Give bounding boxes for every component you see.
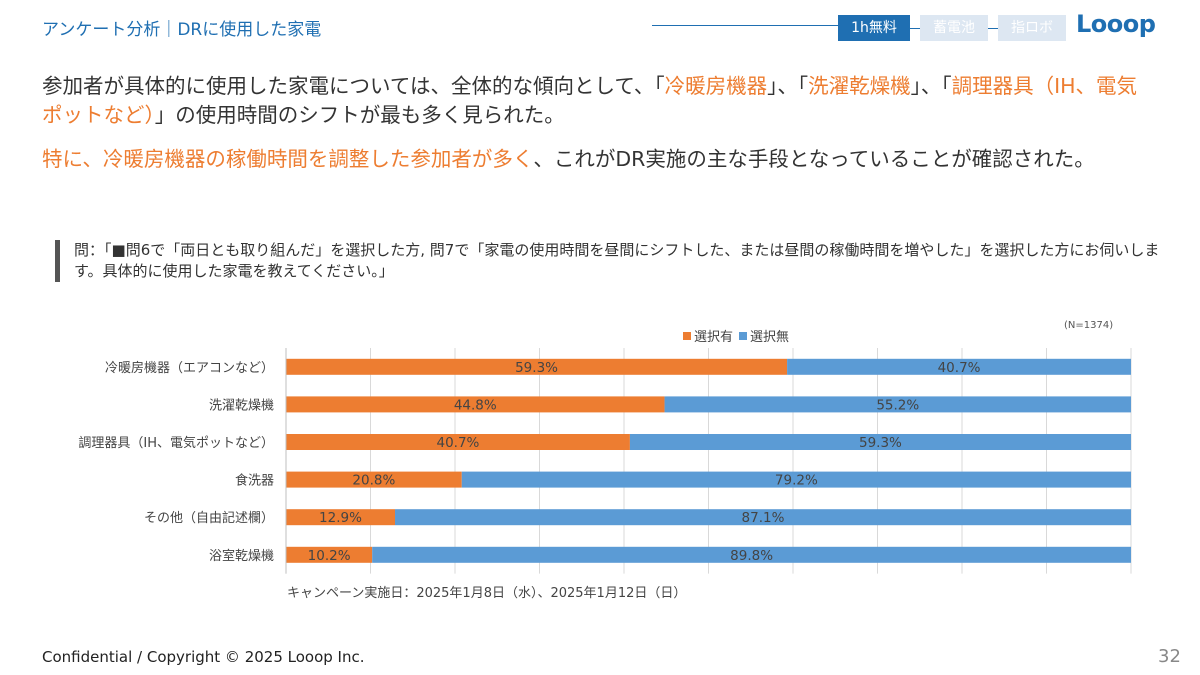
bar-selected	[286, 471, 462, 488]
highlight-text: 特に、冷暖房機器の稼働時間を調整した参加者が多く	[42, 147, 534, 171]
data-label: 55.2%	[876, 397, 919, 413]
bar-selected	[286, 434, 630, 450]
data-label: 87.1%	[742, 510, 785, 526]
header-divider	[652, 25, 840, 26]
category-label: 洗濯乾燥機	[209, 398, 274, 413]
data-label: 59.3%	[859, 435, 902, 451]
tab-separator	[910, 27, 920, 29]
lead-text: 」、「	[910, 74, 952, 98]
tab-separator	[988, 27, 998, 29]
highlight-text: 冷暖房機器	[664, 74, 768, 98]
bar-selected	[286, 358, 788, 375]
highlight-text: 調理器具（IH、電気ポットなど）	[42, 74, 1138, 127]
campaign-dates: キャンペーン実施日：2025年1月8日（水）、2025年1月12日（日）	[287, 586, 687, 601]
bar-selected	[286, 396, 665, 413]
bar-not-selected	[461, 471, 1131, 488]
category-label: 調理器具（IH、電気ポットなど）	[78, 435, 274, 451]
page-title: アンケート分析｜DRに使用した家電	[42, 20, 322, 40]
legend-label: 選択無	[750, 330, 790, 345]
tab-1h-free[interactable]: 1h無料	[838, 15, 910, 41]
bar-not-selected	[395, 509, 1131, 526]
page-number: 32	[1158, 646, 1181, 667]
legend-item-selected: 選択有	[683, 326, 733, 345]
lead-text: 」、「	[767, 74, 809, 98]
category-label: 冷暖房機器（エアコンなど）	[105, 360, 274, 376]
bar-not-selected	[664, 396, 1131, 413]
legend-label: 選択有	[694, 330, 734, 345]
legend-swatch-blue	[739, 331, 748, 340]
chart-legend: 選択有 選択無	[683, 326, 795, 345]
highlight-text: 洗濯乾燥機	[808, 74, 911, 98]
bar-not-selected	[787, 358, 1131, 375]
legend-item-not-selected: 選択無	[739, 326, 789, 345]
data-label: 10.2%	[308, 548, 351, 564]
bar-not-selected	[629, 434, 1131, 450]
tab-finger-robot[interactable]: 指ロボ	[998, 15, 1066, 41]
lead-text: 参加者が具体的に使用した家電については、全体的な傾向として、「	[42, 74, 665, 98]
sample-size-note: (N=1374)	[1064, 320, 1114, 331]
data-label: 12.9%	[319, 510, 362, 526]
data-label: 20.8%	[352, 473, 395, 489]
tab-battery[interactable]: 蓄電池	[920, 15, 988, 41]
square-icon: ■	[111, 241, 126, 259]
lead-paragraph-1: 参加者が具体的に使用した家電については、全体的な傾向として、「冷暖房機器」、「洗…	[42, 72, 1152, 130]
bar-not-selected	[372, 546, 1131, 563]
data-label: 40.7%	[437, 435, 480, 451]
lead-paragraph-2: 特に、冷暖房機器の稼働時間を調整した参加者が多く、これがDR実施の主な手段となっ…	[42, 145, 1152, 174]
category-label: その他（自由記述欄）	[144, 510, 274, 526]
data-label: 89.8%	[730, 548, 773, 564]
question-prefix: 問：「	[74, 241, 112, 259]
data-label: 44.8%	[454, 397, 497, 413]
lead-text: 」の使用時間のシフトが最も多く見られた。	[154, 103, 565, 127]
copyright-footer: Confidential / Copyright © 2025 Looop In…	[42, 648, 365, 666]
legend-swatch-orange	[683, 331, 691, 340]
looop-logo: Looop	[1076, 10, 1156, 38]
stacked-bar-chart: 冷暖房機器（エアコンなど） 59.3% 40.7% 洗濯乾燥機 44.8% 55.2% 調理…	[78, 348, 1132, 574]
category-label: 食洗器	[235, 473, 274, 489]
category-label: 浴室乾燥機	[209, 548, 274, 564]
survey-question: 問：「■問6で「両日とも取り組んだ」を選択した方, 問7で「家電の使用時間を昼間…	[55, 240, 1169, 282]
data-label: 79.2%	[775, 473, 818, 489]
bar-selected	[286, 546, 373, 563]
question-text: 問6で「両日とも取り組んだ」を選択した方, 問7で「家電の使用時間を昼間にシフト…	[74, 241, 1160, 280]
data-label: 59.3%	[515, 360, 558, 376]
lead-text: 、これがDR実施の主な手段となっていることが確認された。	[533, 147, 1095, 171]
header-tabs: 1h無料 蓄電池 指ロボ	[838, 15, 1066, 41]
data-label: 40.7%	[938, 360, 981, 376]
bar-selected	[286, 509, 396, 526]
